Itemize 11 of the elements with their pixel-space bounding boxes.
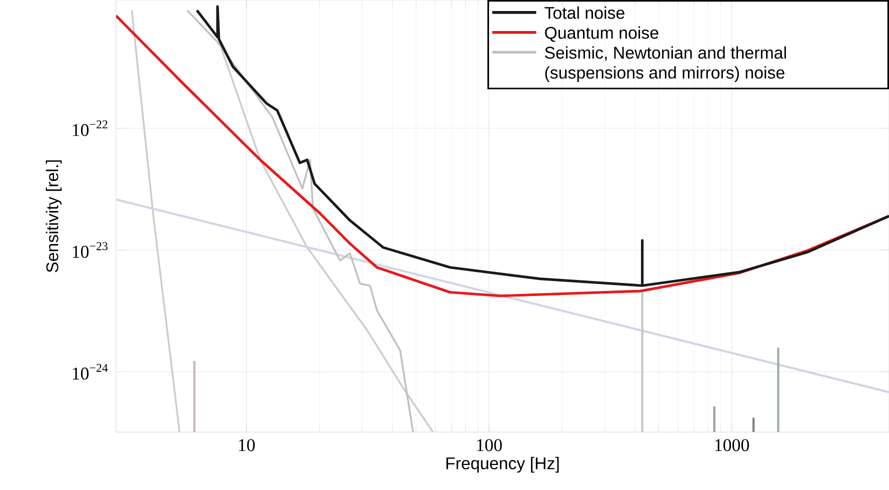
x-tick-label: 100 (477, 439, 502, 452)
y-tick-label: 10$^{−24}$ (72, 364, 108, 380)
legend-label: Seismic, Newtonian and thermal (suspensions and mirrors) noise (544, 46, 786, 82)
x-tick-label: 10 (239, 439, 255, 452)
legend-label: Total noise (544, 6, 624, 19)
y-tick-label: 10$^{−22}$ (72, 120, 108, 136)
y-tick-label: 10$^{−23}$ (72, 242, 108, 258)
legend-label: Quantum noise (545, 26, 658, 42)
x-axis-title: Frequency [Hz] (446, 456, 559, 473)
y-axis-title: Sensitivity [rel.] (46, 160, 62, 272)
x-tick-label: 1000 (715, 439, 749, 452)
